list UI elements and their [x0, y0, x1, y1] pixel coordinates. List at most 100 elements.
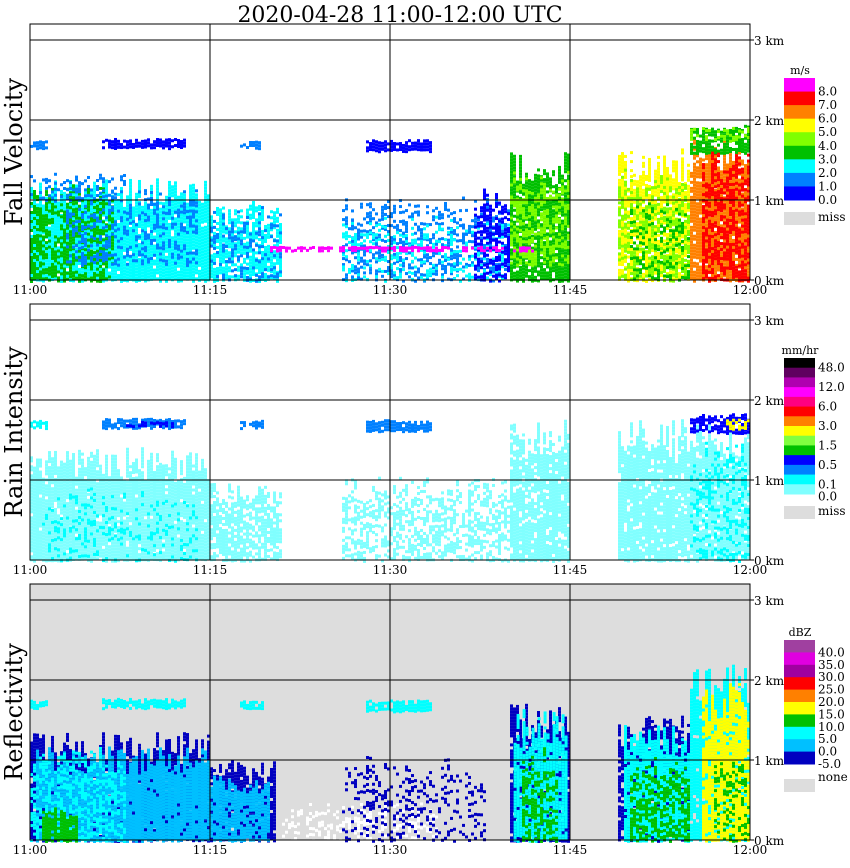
- echo-cell: [54, 189, 57, 193]
- echo-cell: [153, 277, 156, 281]
- echo-cell: [210, 238, 213, 242]
- echo-cell: [54, 211, 57, 215]
- echo-cell: [174, 232, 177, 236]
- echo-cell: [168, 245, 171, 249]
- echo-cell: [57, 276, 60, 280]
- echo-cell: [525, 214, 528, 218]
- echo-cell: [552, 212, 555, 216]
- echo-cell: [63, 221, 66, 225]
- echo-cell: [345, 222, 348, 226]
- echo-cell: [249, 255, 252, 259]
- echo-cell: [429, 147, 432, 151]
- echo-cell: [117, 245, 120, 249]
- echo-cell: [165, 273, 168, 277]
- echo-cell: [123, 245, 126, 249]
- echo-cell: [42, 271, 45, 275]
- echo-cell: [42, 256, 45, 260]
- echo-cell: [96, 237, 99, 241]
- echo-cell: [45, 268, 48, 272]
- echo-cell: [144, 249, 147, 253]
- echo-cell: [402, 219, 405, 223]
- echo-cell: [138, 221, 141, 225]
- echo-cell: [129, 254, 132, 258]
- echo-cell: [516, 239, 519, 243]
- echo-cell: [156, 243, 159, 247]
- echo-cell: [507, 250, 510, 254]
- echo-cell: [90, 194, 93, 198]
- echo-cell: [528, 269, 531, 273]
- echo-cell: [93, 265, 96, 269]
- echo-cell: [558, 207, 561, 211]
- echo-cell: [63, 279, 66, 283]
- echo-cell: [363, 229, 366, 233]
- echo-cell: [516, 233, 519, 237]
- echo-cell: [252, 225, 255, 229]
- echo-cell: [558, 258, 561, 262]
- echo-cell: [177, 222, 180, 226]
- echo-cell: [51, 220, 54, 224]
- echo-cell: [135, 228, 138, 232]
- echo-cell: [93, 275, 96, 279]
- echo-cell: [165, 195, 168, 199]
- echo-cell: [57, 255, 60, 259]
- echo-cell: [36, 213, 39, 217]
- echo-cell: [60, 219, 63, 223]
- echo-cell: [141, 268, 144, 272]
- echo-cell: [177, 261, 180, 265]
- echo-cell: [447, 257, 450, 261]
- echo-cell: [138, 202, 141, 206]
- echo-cell: [540, 205, 543, 209]
- echo-cell: [81, 201, 84, 205]
- echo-cell: [198, 251, 201, 255]
- echo-cell: [399, 205, 402, 209]
- echo-cell: [189, 271, 192, 275]
- echo-cell: [141, 256, 144, 260]
- echo-cell: [240, 263, 243, 267]
- echo-cell: [396, 267, 399, 271]
- echo-cell: [510, 261, 513, 265]
- echo-cell: [375, 224, 378, 228]
- echo-cell: [189, 190, 192, 194]
- echo-cell: [210, 263, 213, 267]
- echo-cell: [102, 238, 105, 242]
- echo-cell: [54, 261, 57, 265]
- echo-cell: [495, 215, 498, 219]
- echo-cell: [180, 222, 183, 226]
- echo-cell: [477, 250, 480, 254]
- echo-cell: [387, 224, 390, 228]
- echo-cell: [531, 234, 534, 238]
- echo-cell: [507, 241, 510, 245]
- echo-cell: [153, 214, 156, 218]
- echo-cell: [243, 251, 246, 255]
- echo-cell: [507, 211, 510, 215]
- echo-cell: [174, 240, 177, 244]
- echo-cell: [396, 258, 399, 262]
- echo-cell: [51, 200, 54, 204]
- echo-cell: [417, 139, 420, 143]
- echo-cell: [252, 258, 255, 262]
- echo-cell: [162, 235, 165, 239]
- echo-cell: [192, 186, 195, 190]
- echo-cell: [63, 191, 66, 195]
- echo-cell: [93, 200, 96, 204]
- echo-cell: [534, 206, 537, 210]
- echo-cell: [492, 259, 495, 263]
- echo-cell: [99, 201, 102, 205]
- echo-cell: [552, 239, 555, 243]
- echo-cell: [132, 206, 135, 210]
- echo-cell: [180, 219, 183, 223]
- echo-cell: [60, 272, 63, 276]
- echo-cell: [252, 144, 255, 148]
- echo-cell: [495, 202, 498, 206]
- echo-cell: [132, 269, 135, 273]
- echo-cell: [201, 253, 204, 257]
- echo-cell: [36, 222, 39, 226]
- echo-cell: [54, 181, 57, 185]
- echo-cell: [474, 267, 477, 271]
- echo-cell: [96, 194, 99, 198]
- echo-cell: [90, 270, 93, 274]
- echo-cell: [192, 255, 195, 259]
- echo-cell: [357, 237, 360, 241]
- echo-cell: [354, 277, 357, 281]
- echo-cell: [219, 256, 222, 260]
